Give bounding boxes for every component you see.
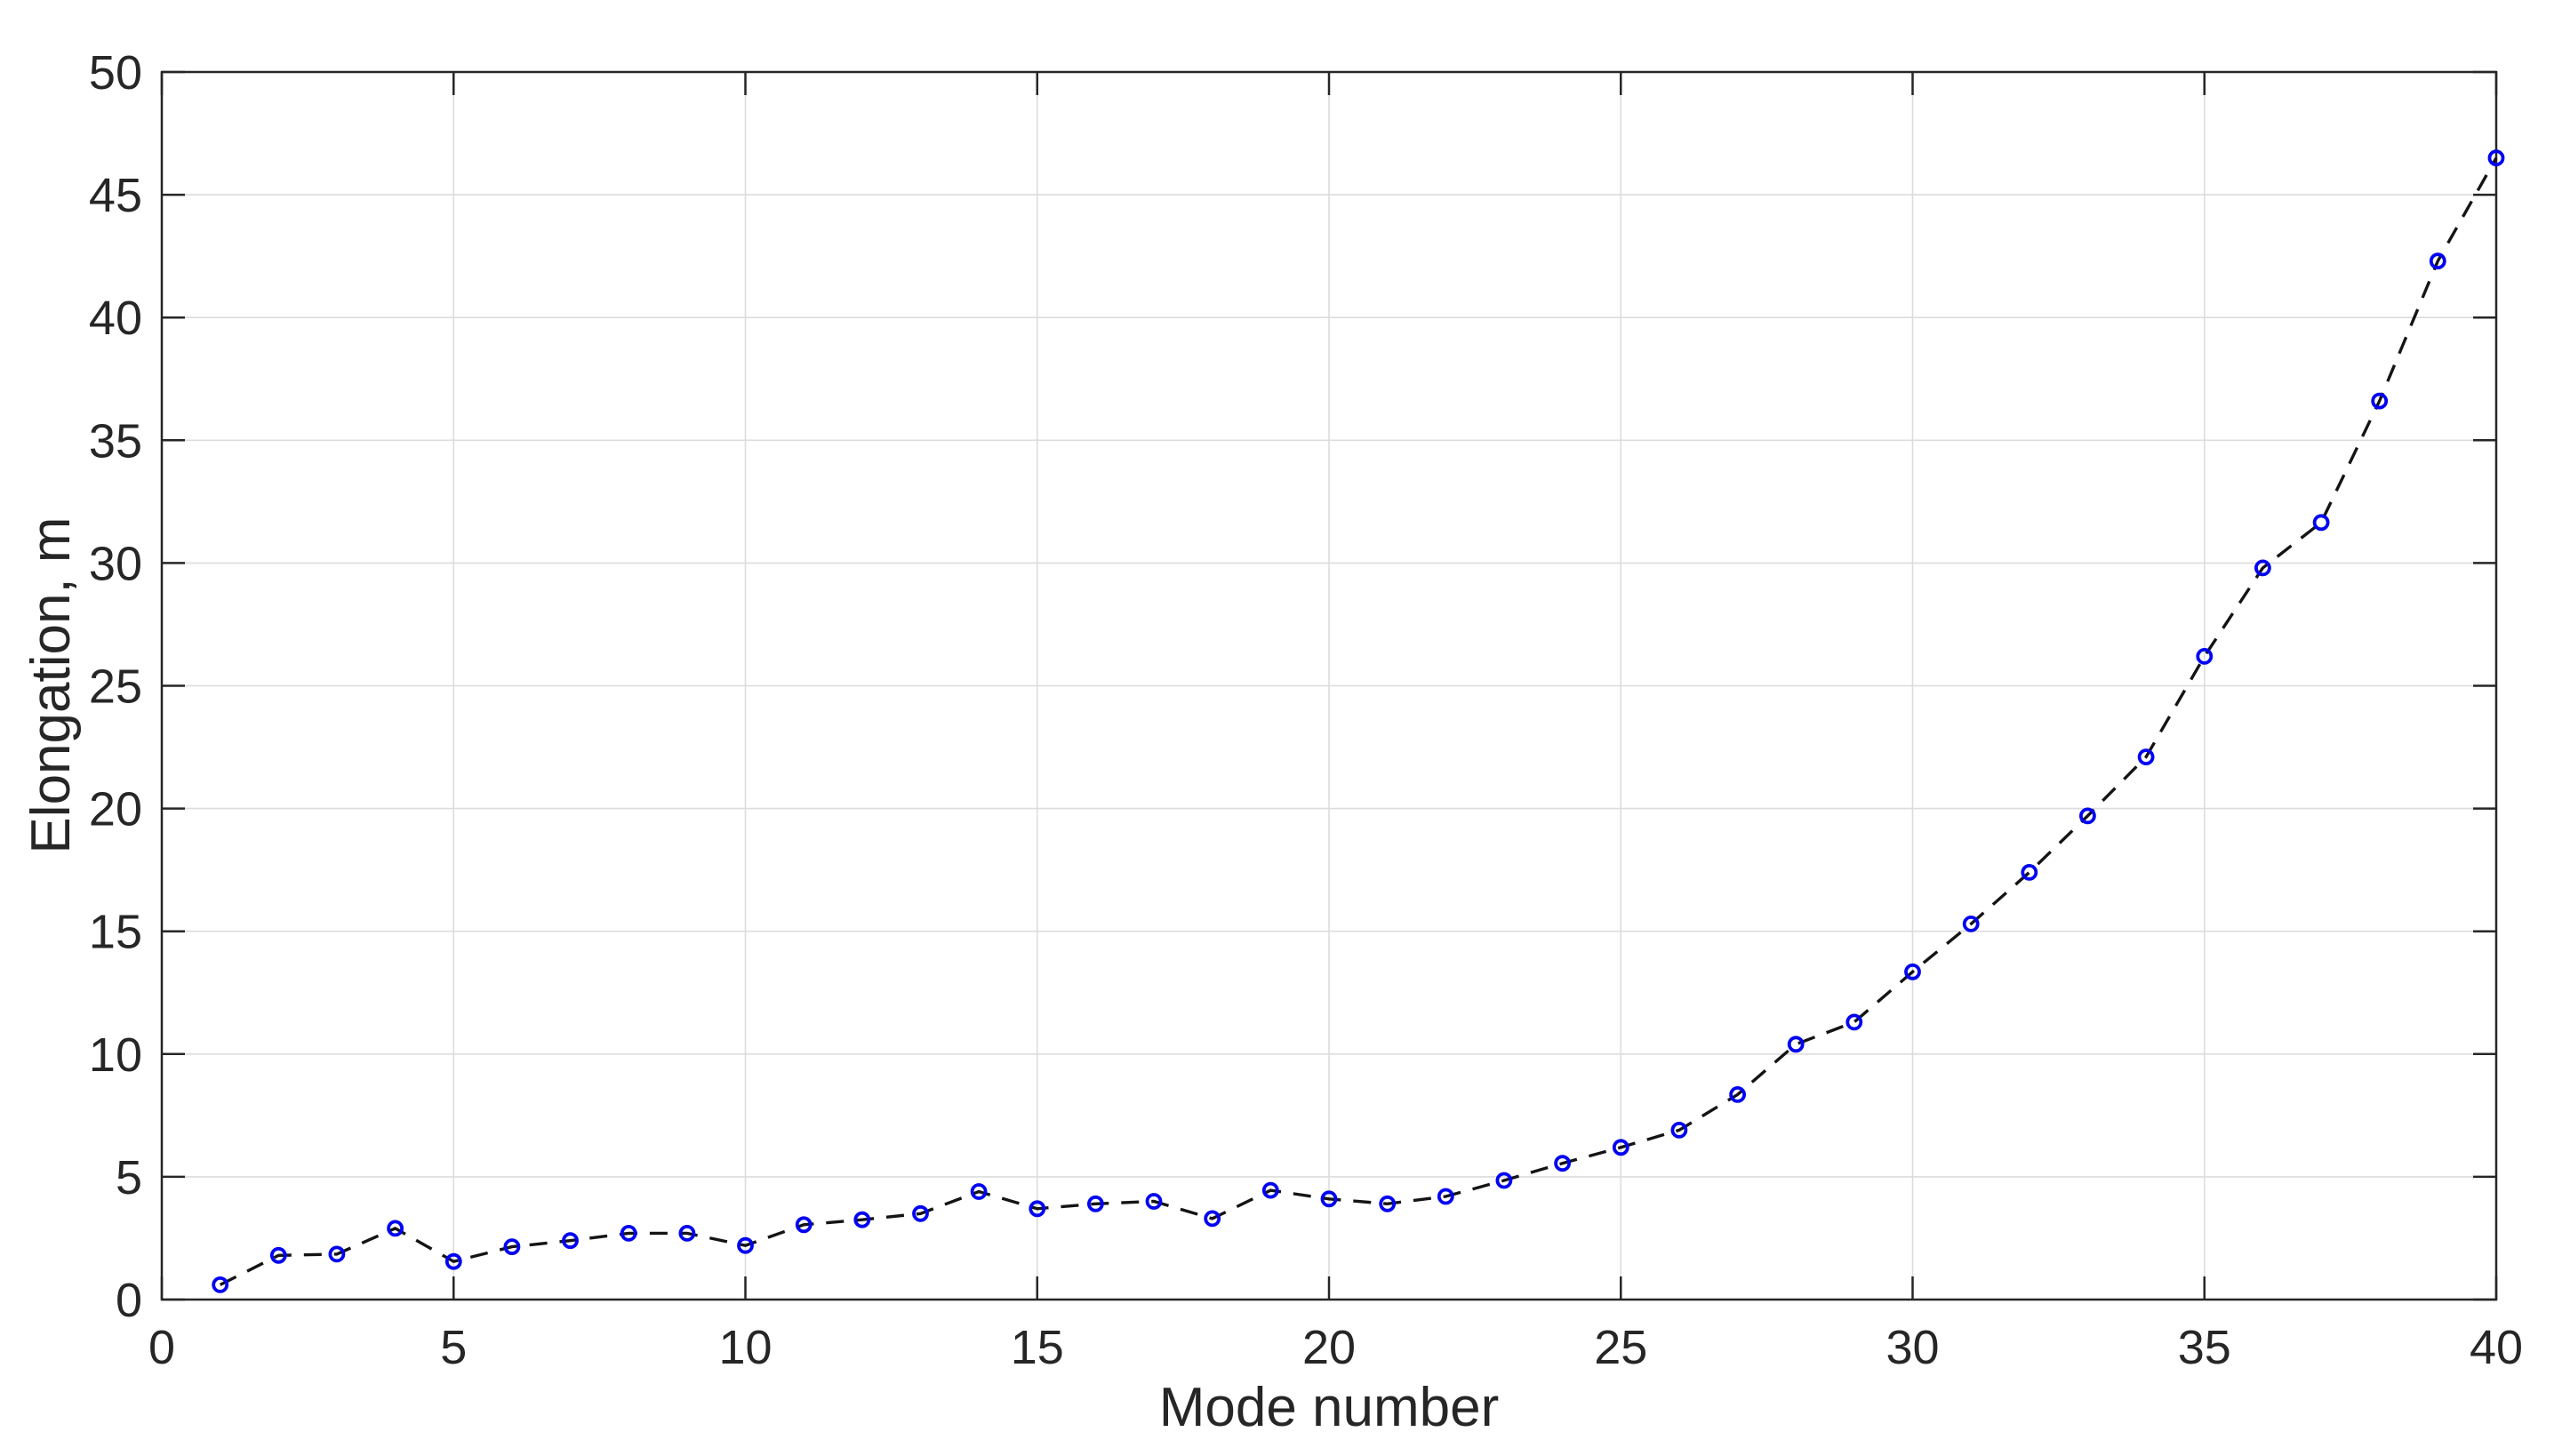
data-point-marker bbox=[2371, 392, 2389, 410]
grid-layer bbox=[161, 71, 2497, 1300]
y-tick-label: 45 bbox=[89, 169, 142, 222]
x-tick-label: 5 bbox=[440, 1321, 467, 1374]
data-point-marker bbox=[1962, 916, 1980, 932]
y-tick-label: 10 bbox=[89, 1028, 142, 1082]
y-tick-label: 25 bbox=[89, 660, 142, 714]
y-tick-label: 30 bbox=[89, 537, 142, 590]
data-point-marker bbox=[269, 1246, 287, 1264]
x-axis-label: Mode number bbox=[1159, 1377, 1500, 1438]
data-point-marker bbox=[853, 1211, 871, 1228]
data-point-marker bbox=[1729, 1086, 1746, 1103]
data-point-marker bbox=[562, 1232, 579, 1250]
data-point-marker bbox=[444, 1252, 462, 1270]
data-point-marker bbox=[2137, 748, 2155, 765]
tick-label-layer: 0 5 10 15 20 25 30 35 40 0 5 10 15 20 25 30 35 40 45 50 bbox=[89, 46, 2523, 1374]
x-tick-label: 35 bbox=[2178, 1321, 2231, 1374]
data-point-marker bbox=[678, 1225, 696, 1242]
data-point-marker bbox=[503, 1238, 521, 1255]
data-point-marker bbox=[1145, 1193, 1163, 1210]
data-point-marker bbox=[2021, 864, 2038, 881]
data-point-marker bbox=[2078, 807, 2096, 825]
y-tick-label: 5 bbox=[116, 1151, 142, 1204]
axes-layer bbox=[160, 70, 2498, 1301]
data-point-marker bbox=[2196, 648, 2214, 665]
data-point-marker bbox=[1787, 1036, 1805, 1053]
data-point-marker bbox=[1320, 1190, 1338, 1208]
data-point-marker bbox=[387, 1220, 404, 1237]
data-point-marker bbox=[1087, 1195, 1104, 1212]
x-tick-label: 30 bbox=[1885, 1321, 1939, 1374]
x-tick-label: 10 bbox=[718, 1321, 772, 1374]
data-series-layer bbox=[212, 149, 2505, 1293]
y-tick-label: 0 bbox=[116, 1274, 142, 1327]
x-tick-label: 25 bbox=[1594, 1321, 1647, 1374]
data-point-marker bbox=[1904, 963, 1921, 980]
y-axis-label: Elongation, m bbox=[20, 516, 82, 853]
data-point-marker bbox=[737, 1236, 754, 1254]
data-point-marker bbox=[620, 1225, 637, 1242]
y-tick-label: 40 bbox=[89, 292, 142, 345]
y-tick-label: 50 bbox=[89, 46, 142, 100]
data-point-marker bbox=[1261, 1181, 1279, 1199]
data-point-marker bbox=[912, 1204, 929, 1222]
data-point-marker bbox=[1554, 1155, 1571, 1172]
data-point-marker bbox=[2429, 252, 2446, 270]
data-point-marker bbox=[1029, 1200, 1046, 1218]
data-point-marker bbox=[328, 1245, 346, 1263]
x-tick-label: 15 bbox=[1011, 1321, 1064, 1374]
data-point-marker bbox=[2312, 514, 2330, 532]
data-point-marker bbox=[1670, 1122, 1688, 1139]
data-point-marker bbox=[2487, 149, 2505, 167]
data-point-marker bbox=[1495, 1172, 1513, 1189]
series-line bbox=[219, 156, 2498, 1286]
x-tick-label: 20 bbox=[1302, 1321, 1356, 1374]
data-point-marker bbox=[1204, 1210, 1221, 1228]
x-tick-label: 0 bbox=[148, 1321, 175, 1374]
data-point-marker bbox=[1845, 1013, 1863, 1031]
data-point-marker bbox=[2254, 559, 2271, 577]
data-point-marker bbox=[1612, 1139, 1629, 1156]
data-point-marker bbox=[1379, 1195, 1397, 1212]
x-tick-label: 40 bbox=[2470, 1321, 2523, 1374]
data-point-marker bbox=[795, 1216, 813, 1234]
data-point-marker bbox=[212, 1276, 229, 1293]
y-tick-label: 20 bbox=[89, 783, 142, 836]
data-point-marker bbox=[970, 1183, 988, 1200]
y-tick-label: 15 bbox=[89, 906, 142, 959]
data-point-marker bbox=[1437, 1188, 1454, 1205]
y-tick-label: 35 bbox=[89, 414, 142, 468]
